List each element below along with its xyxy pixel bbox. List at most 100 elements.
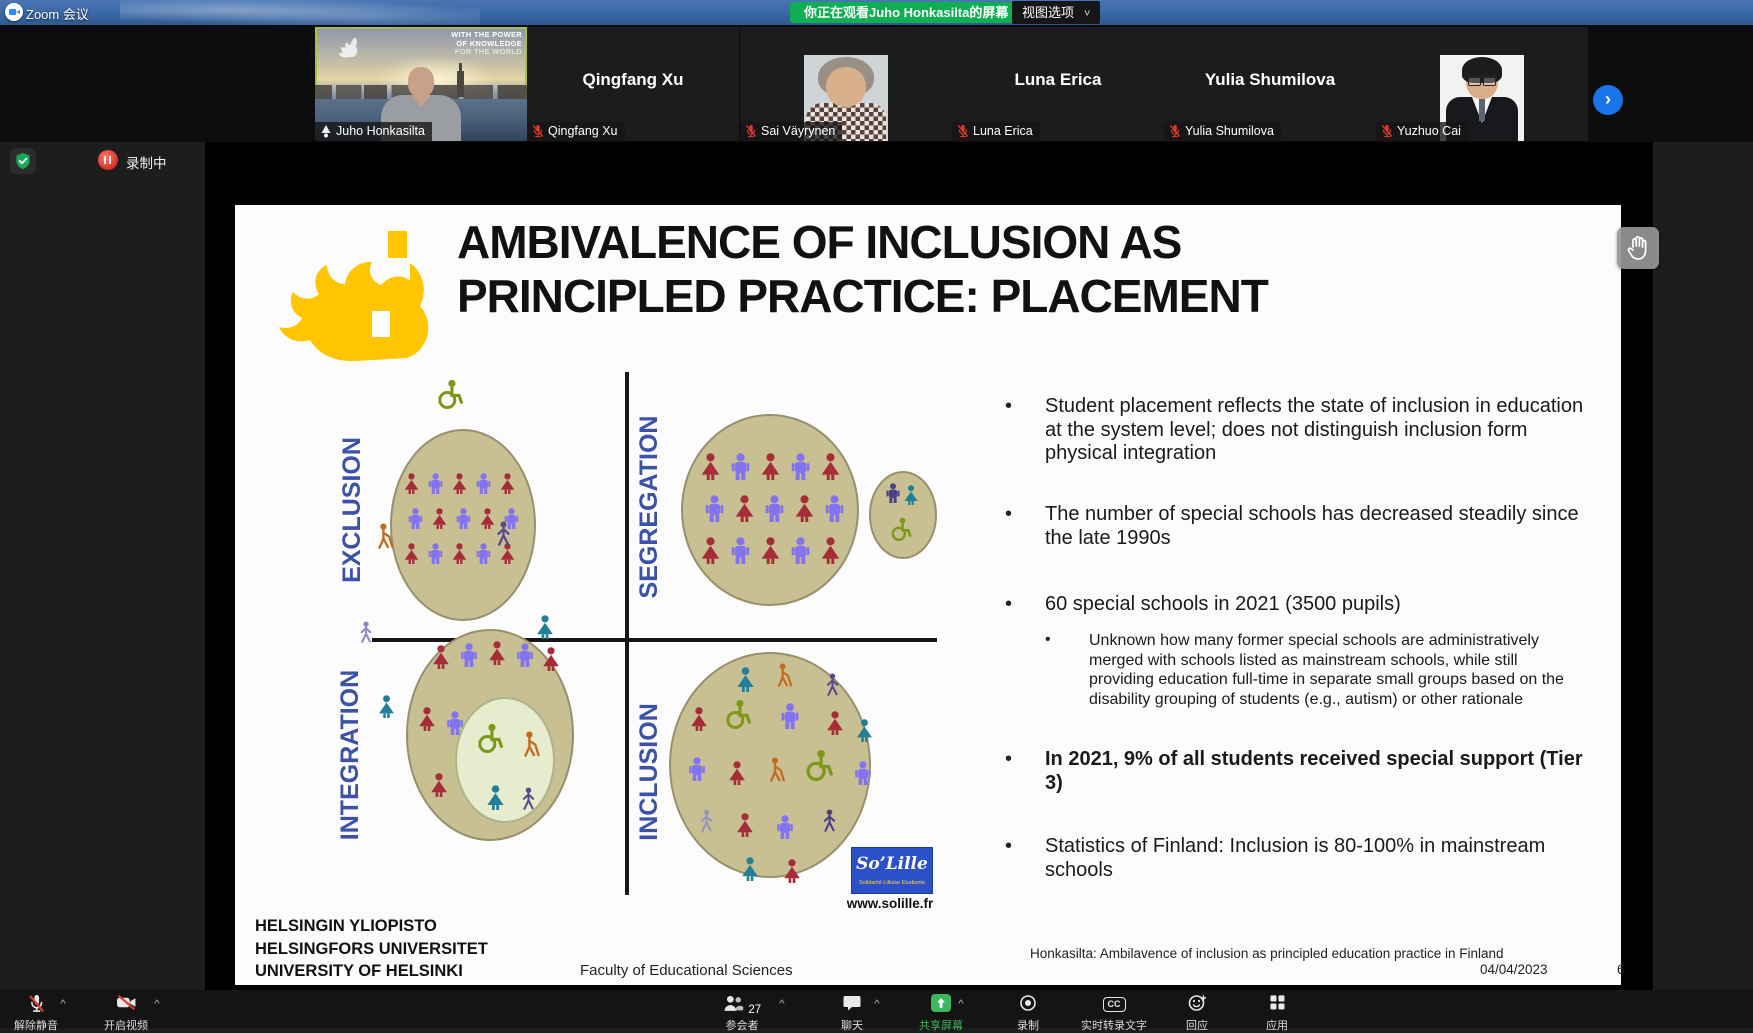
muted-mic-icon bbox=[1381, 124, 1393, 138]
camera-glyph bbox=[9, 9, 16, 15]
share-screen-icon bbox=[931, 994, 951, 1012]
bullet-text: In 2021, 9% of all students received spe… bbox=[1045, 748, 1583, 794]
participant-tile-qingfang[interactable]: Qingfang Xu Qingfang Xu bbox=[527, 27, 739, 141]
zoom-app-icon bbox=[5, 3, 23, 21]
bullet-marker: • bbox=[1005, 593, 1013, 615]
solille-subtitle: Solidarité Lilloise Etudiante bbox=[858, 880, 926, 886]
participant-tile-sai[interactable]: Sai Väyrynen bbox=[740, 27, 952, 141]
chat-icon bbox=[843, 994, 861, 1011]
overlay-line3: FOR THE WORLD bbox=[454, 47, 522, 56]
participants-options-chevron[interactable]: ^ bbox=[779, 999, 785, 1008]
participant-tile-yuzhuo[interactable]: Yuzhuo Cai bbox=[1376, 27, 1588, 141]
video-tower bbox=[457, 63, 464, 97]
share-options-chevron[interactable]: ^ bbox=[958, 999, 964, 1008]
solille-logo: So’Lille Solidarité Lilloise Etudiante bbox=[851, 847, 933, 894]
bullet-text: Statistics of Finland: Inclusion is 80-1… bbox=[1045, 835, 1546, 881]
toolbar-share-screen-button[interactable]: 共享屏幕 bbox=[899, 994, 983, 1033]
apps-grid-icon bbox=[1269, 994, 1286, 1011]
segregation-separate-ellipse bbox=[869, 471, 937, 559]
toolbar-unmute-button[interactable]: 解除静音 bbox=[0, 994, 78, 1033]
university-name-sv: HELSINGFORS UNIVERSITET bbox=[255, 939, 488, 958]
participant-tile-juho[interactable]: WITH THE POWER OF KNOWLEDGE FOR THE WORL… bbox=[315, 27, 527, 141]
next-participants-button[interactable]: › bbox=[1593, 85, 1623, 115]
participant-name-label: Yulia Shumilova bbox=[1164, 122, 1281, 141]
participant-name: Yuzhuo Cai bbox=[1397, 124, 1461, 138]
chat-options-chevron[interactable]: ^ bbox=[874, 999, 880, 1008]
slide-title: AMBIVALENCE OF INCLUSION AS PRINCIPLED P… bbox=[457, 215, 1487, 323]
unmute-options-chevron[interactable]: ^ bbox=[60, 999, 66, 1008]
meeting-toolbar: 解除静音 ^ 开启视频 ^ 27 参会者 ^ 聊天 ^ 共享屏幕 ^ 录制 CC… bbox=[0, 990, 1753, 1032]
toolbar-label: 解除静音 bbox=[14, 1020, 58, 1032]
toolbar-reactions-button[interactable]: 回应 bbox=[1155, 994, 1239, 1033]
muted-camera-icon bbox=[116, 994, 137, 1011]
bullet-marker: • bbox=[1005, 835, 1013, 857]
muted-mic-icon bbox=[532, 124, 544, 138]
bullet-text: 60 special schools in 2021 (3500 pupils) bbox=[1045, 593, 1401, 615]
toolbar-label: 回应 bbox=[1186, 1020, 1208, 1032]
hand-icon bbox=[1626, 235, 1650, 261]
meeting-security-button[interactable] bbox=[10, 148, 36, 174]
participant-name-center: Qingfang Xu bbox=[582, 70, 684, 89]
toolbar-record-button[interactable]: 录制 bbox=[986, 994, 1070, 1033]
faculty-footer: Faculty of Educational Sciences bbox=[580, 962, 793, 979]
sub-bullet-text: Unknown how many former special schools … bbox=[1089, 632, 1564, 708]
avatar-face bbox=[826, 67, 866, 107]
record-icon bbox=[1019, 994, 1037, 1012]
bullet-marker: • bbox=[1005, 395, 1013, 417]
integration-inner-ellipse bbox=[455, 697, 555, 823]
avatar-glasses bbox=[1467, 75, 1497, 86]
presentation-slide: AMBIVALENCE OF INCLUSION AS PRINCIPLED P… bbox=[235, 205, 1625, 985]
hand-tool-button[interactable] bbox=[1617, 227, 1659, 269]
recording-indicator-icon[interactable] bbox=[98, 150, 118, 170]
toolbar-apps-button[interactable]: 应用 bbox=[1235, 994, 1319, 1033]
participant-tile-luna[interactable]: Luna Erica Luna Erica bbox=[952, 27, 1164, 141]
screen-share-banner: 你正在观看Juho Honkasilta的屏幕 bbox=[790, 2, 1023, 23]
bullet-item-bold: • In 2021, 9% of all students received s… bbox=[1005, 748, 1605, 795]
toolbar-label: 共享屏幕 bbox=[919, 1020, 963, 1032]
muted-mic-icon bbox=[745, 124, 757, 138]
slide-title-line2: PRINCIPLED PRACTICE: PLACEMENT bbox=[457, 270, 1269, 322]
muted-mic-icon bbox=[957, 124, 969, 138]
toolbar-chat-button[interactable]: 聊天 bbox=[810, 994, 894, 1033]
toolbar-participants-button[interactable]: 27 参会者 bbox=[700, 994, 784, 1033]
quadrant-label-exclusion: EXCLUSION bbox=[338, 437, 366, 583]
bullet-marker: • bbox=[1005, 503, 1013, 525]
exclusion-group-ellipse bbox=[390, 429, 536, 621]
bullet-item: • The number of special schools has decr… bbox=[1005, 503, 1605, 550]
video-overlay-text: WITH THE POWER OF KNOWLEDGE FOR THE WORL… bbox=[451, 30, 522, 57]
solille-url: www.solille.fr bbox=[846, 896, 934, 911]
inclusion-ellipse bbox=[669, 652, 871, 878]
spotlight-icon bbox=[320, 124, 332, 138]
slide-date: 04/04/2023 bbox=[1480, 962, 1548, 977]
view-options-label: 视图选项 bbox=[1022, 5, 1075, 20]
bullet-text: Student placement reflects the state of … bbox=[1045, 395, 1584, 464]
quadrant-label-segregation: SEGREGATION bbox=[635, 416, 663, 599]
toolbar-label: 参会者 bbox=[725, 1020, 759, 1032]
toolbar-label: 聊天 bbox=[841, 1020, 863, 1032]
overlay-line2: OF KNOWLEDGE bbox=[456, 38, 522, 48]
bullet-item: • Student placement reflects the state o… bbox=[1005, 395, 1605, 466]
participant-tile-yulia[interactable]: Yulia Shumilova Yulia Shumilova bbox=[1164, 27, 1376, 141]
muted-mic-icon bbox=[1169, 124, 1181, 138]
view-options-dropdown[interactable]: 视图选项 ˅ bbox=[1012, 1, 1101, 24]
participant-name-label: Yuzhuo Cai bbox=[1376, 122, 1468, 141]
participant-name-center: Yulia Shumilova bbox=[1204, 70, 1336, 89]
toolbar-label: 开启视频 bbox=[104, 1020, 148, 1032]
quadrant-label-inclusion: INCLUSION bbox=[635, 703, 663, 841]
participant-name-label: Luna Erica bbox=[952, 122, 1040, 141]
participant-name: Juho Honkasilta bbox=[336, 124, 425, 138]
toolbar-live-transcript-button[interactable]: CC 实时转录文字 bbox=[1066, 994, 1162, 1033]
participant-name-center: Luna Erica bbox=[1014, 70, 1102, 89]
participant-video-strip: WITH THE POWER OF KNOWLEDGE FOR THE WORL… bbox=[0, 25, 1753, 142]
bullet-item: • 60 special schools in 2021 (3500 pupil… bbox=[1005, 593, 1605, 617]
uh-watermark-logo bbox=[338, 37, 358, 58]
participant-photo bbox=[1440, 55, 1524, 141]
inclusion-quadrant-diagram: EXCLUSION SEGREGATION INTEGRATION INCLUS… bbox=[336, 372, 937, 895]
window-title-bar: Zoom 会议 你正在观看Juho Honkasilta的屏幕 视图选项 ˅ bbox=[0, 0, 1753, 25]
university-name-en: UNIVERSITY OF HELSINKI bbox=[255, 962, 463, 980]
toolbar-label: 实时转录文字 bbox=[1081, 1020, 1147, 1032]
bullet-marker: • bbox=[1045, 631, 1051, 648]
toolbar-label: 应用 bbox=[1266, 1020, 1288, 1032]
video-options-chevron[interactable]: ^ bbox=[154, 999, 160, 1008]
university-name-block: HELSINGIN YLIOPISTO HELSINGFORS UNIVERSI… bbox=[255, 915, 488, 983]
